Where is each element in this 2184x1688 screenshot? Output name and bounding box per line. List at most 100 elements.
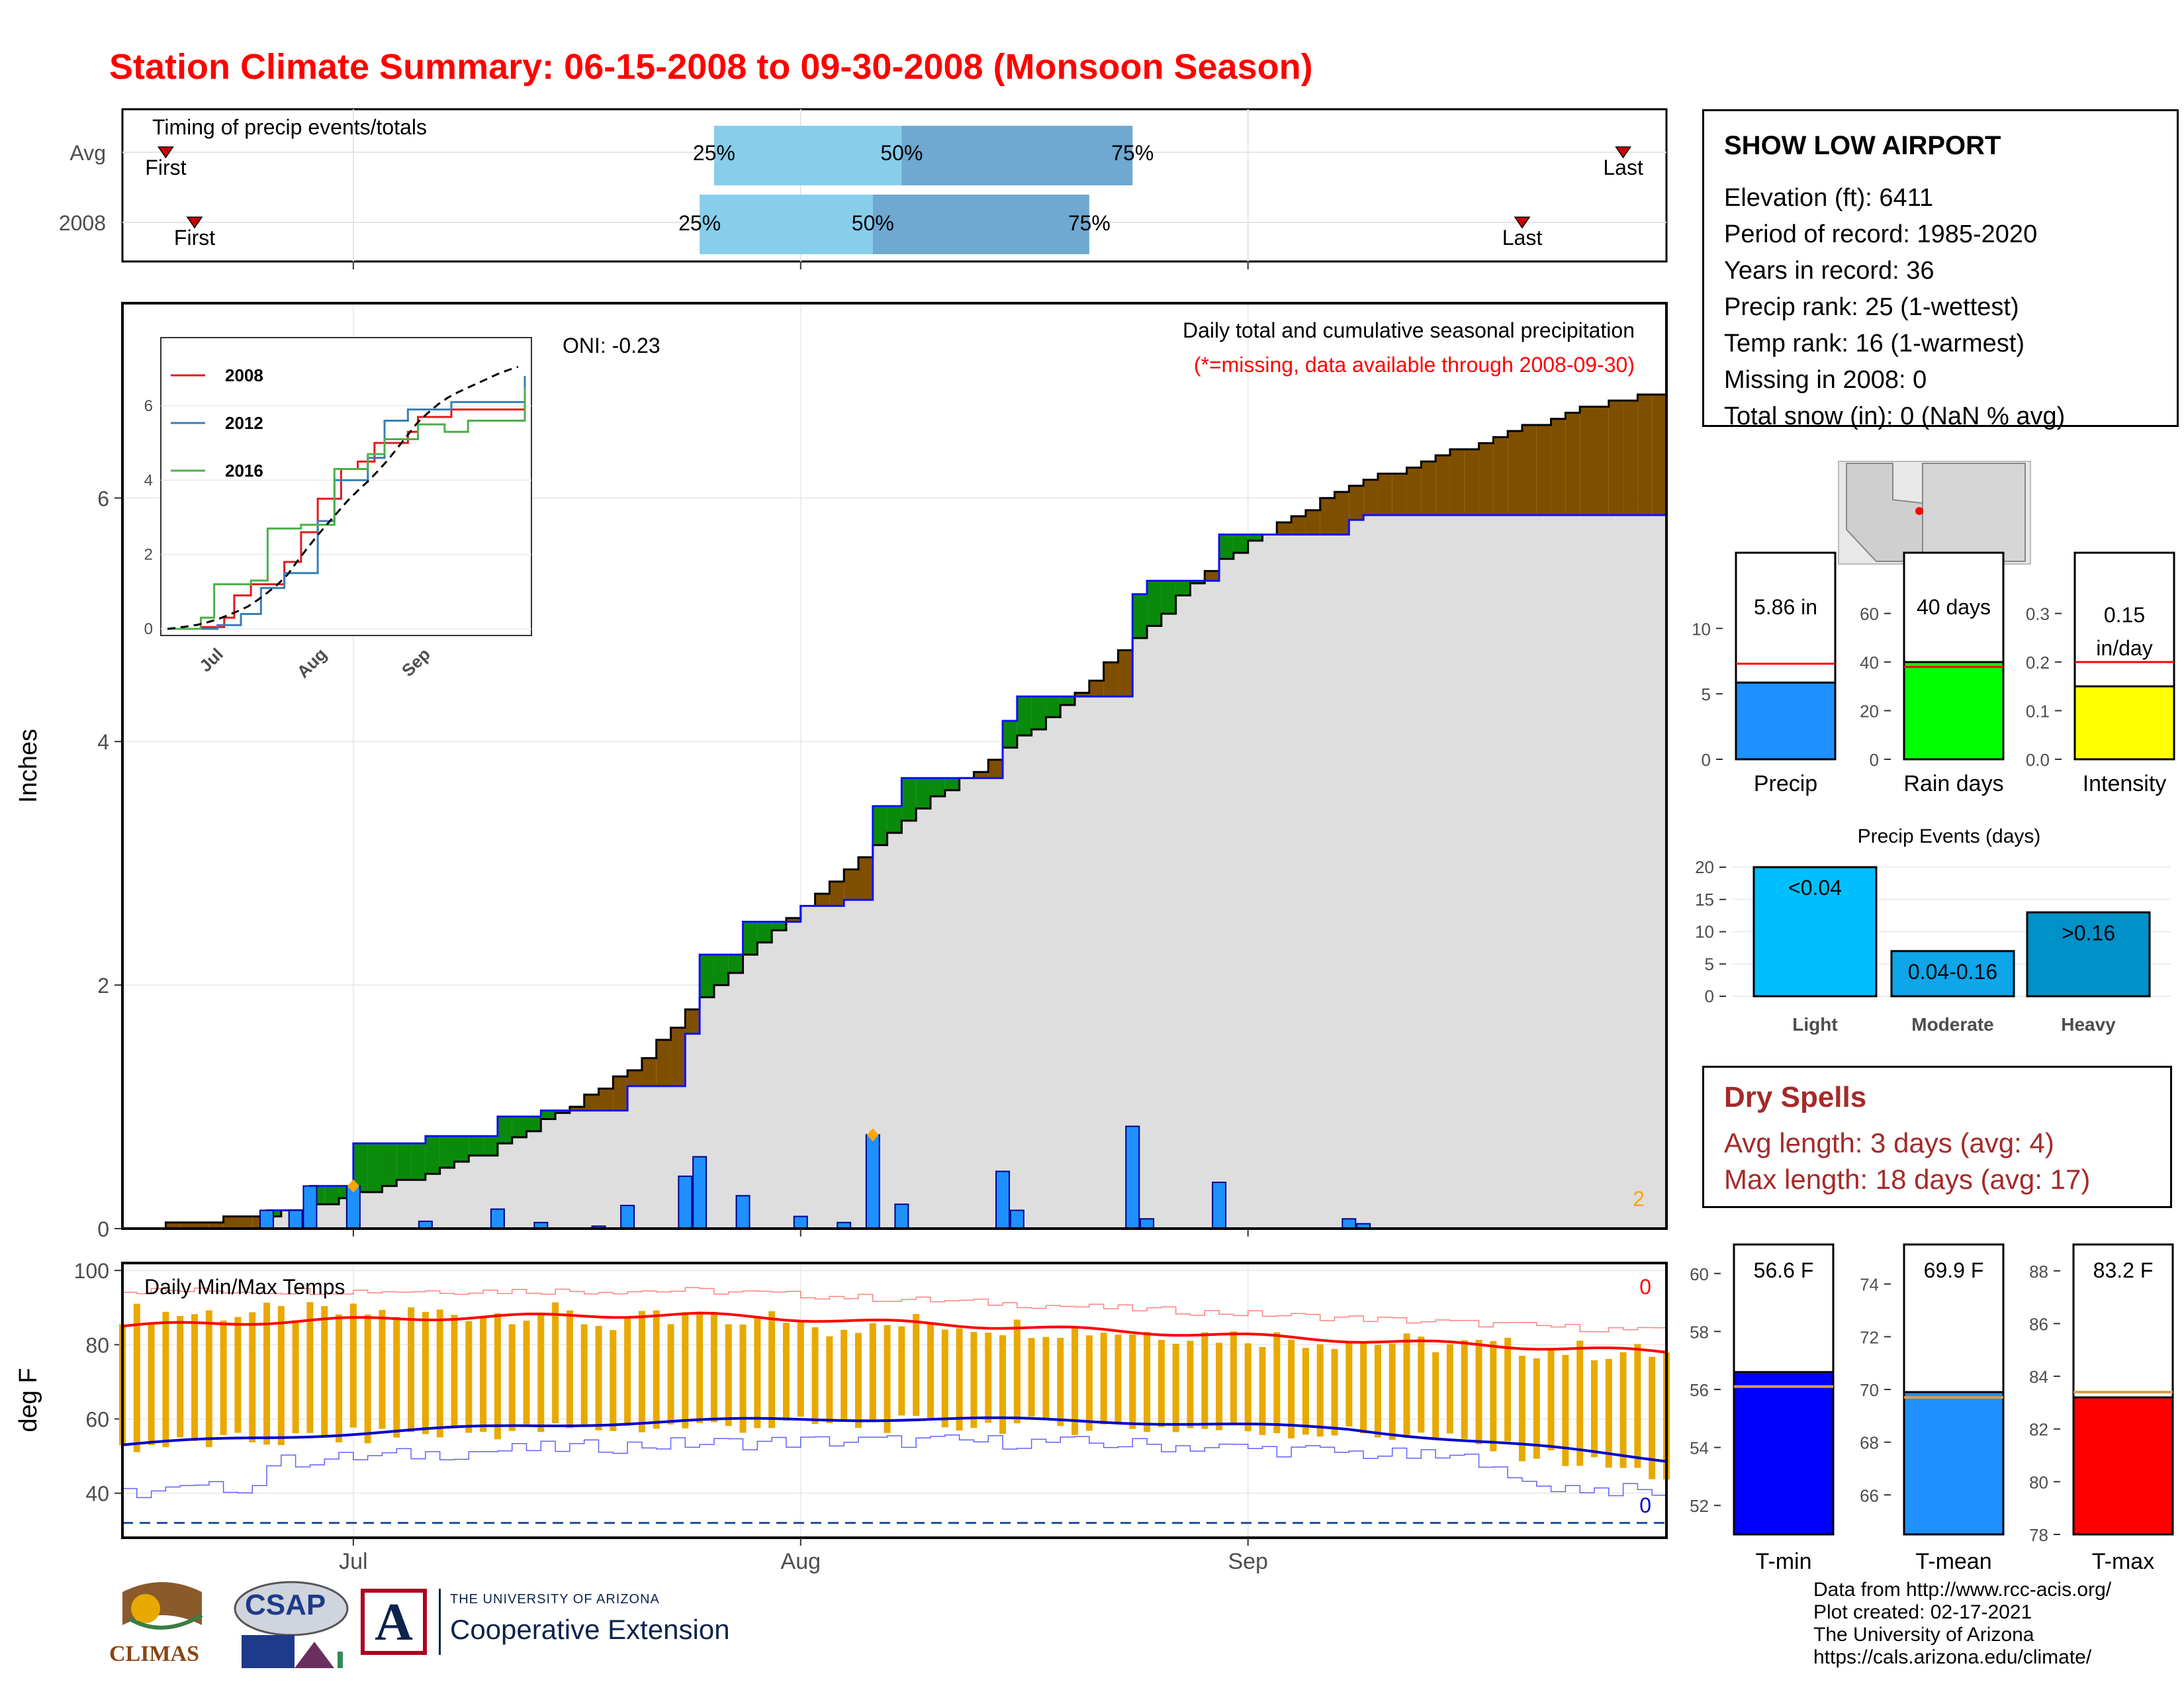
above-average-fill [1248,534,1263,541]
x-axis-tick-label: Jul [339,1549,367,1574]
daily-temp-range-bar [1028,1338,1035,1417]
totals-y-tick-label: 10 [1692,619,1711,639]
station-years: Years in record: 36 [1724,257,1934,285]
daily-temp-range-bar [1619,1352,1627,1468]
below-average-fill [1089,680,1104,697]
above-average-fill [700,955,714,998]
above-average-fill [1161,581,1176,614]
totals-y-tick-label: 0.1 [2026,702,2050,722]
dry-spells-avg: Avg length: 3 days (avg: 4) [1724,1127,2054,1158]
below-average-fill [613,1076,628,1111]
daily-precip-bar [302,1185,318,1229]
daily-temp-range-bar [1057,1337,1064,1427]
daily-temp-range-bar [1288,1339,1295,1439]
daily-precip-bar [865,1134,880,1229]
page-title: Station Climate Summary: 06-15-2008 to 0… [109,47,1313,87]
temp-total-value-label: 56.6 F [1754,1258,1814,1282]
daily-precip-bar [1342,1218,1357,1229]
daily-temp-range-bar [725,1324,732,1427]
daily-temp-range-bar [148,1323,155,1446]
precip-events-y-tick-label: 20 [1695,857,1714,877]
above-average-fill [1147,581,1161,626]
above-average-fill [772,921,786,931]
below-average-fill [786,917,801,922]
daily-temp-range-bar [1576,1340,1584,1466]
below-average-fill [988,759,1003,778]
above-average-fill [872,806,887,845]
daily-temp-range-bar [566,1310,573,1429]
daily-temp-range-bar [1562,1354,1569,1466]
daily-temp-range-bar [336,1314,343,1442]
below-average-fill [1493,437,1508,516]
above-average-fill [728,955,743,973]
inset-y-tick-label: 0 [144,620,153,638]
below-average-fill [1508,431,1522,516]
totals-y-tick-label: 0.3 [2026,604,2050,624]
daily-precip-bar [1009,1209,1024,1229]
daily-temp-range-bar [1144,1332,1151,1432]
daily-temp-range-bar [422,1311,429,1434]
above-average-fill [1190,581,1205,584]
station-info-panel: SHOW LOW AIRPORT Elevation (ft): 6411 Pe… [1702,109,2179,430]
daily-precip-bar [995,1170,1011,1229]
inset-series-line-2016 [167,387,526,630]
totals-axis-label: Rain days [1903,771,2003,796]
totals-axis-label: Intensity [2083,771,2167,796]
daily-temp-range-bar [191,1314,199,1441]
totals-bar-1 [1903,661,2005,761]
station-temp-rank: Temp rank: 16 (1-warmest) [1724,330,2025,357]
daily-temp-range-bar [1230,1331,1237,1424]
timing-bar-25-50 [713,126,902,185]
daily-temp-range-bar [1432,1352,1439,1438]
daily-temp-range-bar [1216,1342,1223,1430]
temp-y-axis-label: deg F [15,1368,42,1432]
below-average-fill [858,857,873,900]
precip-chart-title: Daily total and cumulative seasonal prec… [1183,318,1635,342]
extreme-marker [866,1128,879,1142]
temp-chart-title: Daily Min/Max Temps [144,1275,345,1299]
timing-label-75: 75% [1068,211,1111,235]
timing-label-25: 25% [678,211,721,235]
above-average-fill [1233,534,1248,553]
climas-logo-text: CLIMAS [109,1642,200,1666]
cumulative-2008-line [122,514,1666,1230]
inset-y-tick-label: 2 [144,546,153,564]
daily-temp-range-bar [653,1310,660,1429]
below-average-fill [1320,498,1335,535]
daily-temp-range-bar [884,1325,891,1433]
precip-y-tick-label: 4 [97,730,109,754]
daily-temp-range-bar [408,1307,415,1432]
daily-temp-range-bar [1547,1349,1555,1450]
below-average-fill [1392,473,1407,516]
daily-temp-range-bar [451,1315,458,1429]
temp-total-y-tick-label: 52 [1690,1496,1709,1516]
above-average-fill [1031,696,1046,729]
above-average-fill [541,1110,556,1119]
timing-label-50: 50% [880,141,923,165]
totals-value-label: 0.15 [2104,603,2145,627]
precip-events-y-tick-label: 15 [1695,890,1714,910]
daily-temp-range-bar [1013,1319,1021,1424]
daily-temp-range-bar [985,1333,992,1423]
daily-temp-range-bar [1158,1340,1165,1427]
timing-label-last: Last [1502,226,1543,250]
dry-spells-title: Dry Spells [1724,1081,1867,1113]
extreme-marker [347,1179,359,1193]
daily-temp-range-bar [610,1330,617,1431]
daily-temp-range-bar [249,1312,256,1442]
daily-precip-bar [259,1209,275,1229]
totals-value-unit: in/day [2096,636,2152,660]
below-average-fill [627,1070,642,1086]
daily-temp-range-bar [927,1323,934,1418]
above-average-fill [396,1143,412,1180]
above-average-fill [555,1110,570,1113]
inset-y-tick-label: 6 [144,397,153,415]
above-average-fill [1060,696,1075,706]
temp-y-tick-label: 80 [85,1333,109,1357]
temp-total-y-tick-label: 54 [1690,1438,1709,1458]
temp-total-value-label: 83.2 F [2093,1258,2154,1282]
above-average-fill [931,778,945,796]
above-average-fill [887,806,902,833]
below-average-fill [844,869,858,900]
